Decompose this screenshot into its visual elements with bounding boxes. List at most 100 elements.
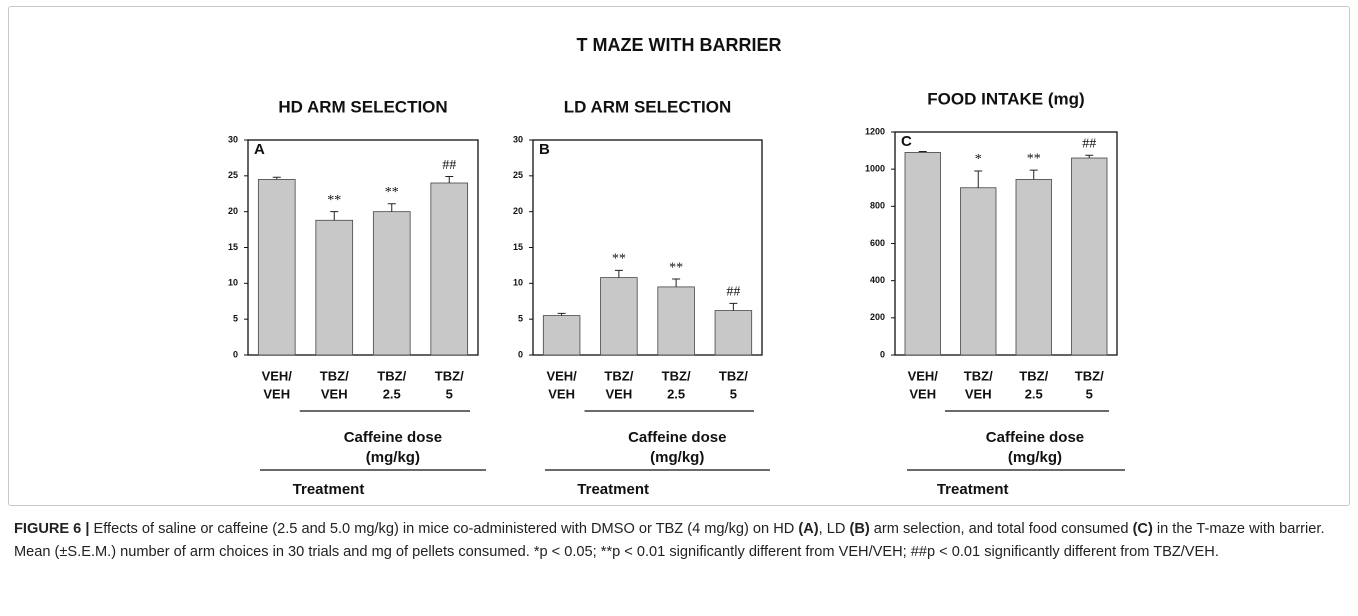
- x-tick-label: VEH: [548, 386, 575, 401]
- error-bar: [1029, 169, 1038, 180]
- y-tick-label: 20: [513, 206, 523, 216]
- significance: *: [975, 152, 982, 167]
- group-label: Caffeine dose: [986, 429, 1084, 446]
- error-bar: [1085, 154, 1094, 159]
- y-tick-label: 25: [228, 170, 238, 180]
- significance: ##: [442, 158, 456, 173]
- x-tick-label: VEH: [321, 386, 348, 401]
- y-tick-label: 20: [228, 206, 238, 216]
- x-tick-label: 2.5: [383, 386, 401, 401]
- error-bar: [445, 176, 454, 183]
- y-tick-label: 0: [518, 349, 523, 359]
- caption-ref: (C): [1132, 521, 1153, 537]
- group-label: Caffeine dose: [344, 429, 442, 446]
- bar: [904, 152, 941, 356]
- y-tick-label: 30: [513, 134, 523, 144]
- x-tick-label: TBZ/: [377, 368, 406, 383]
- x-tick-label: VEH: [909, 386, 936, 401]
- caption-label: FIGURE 6 |: [14, 521, 90, 537]
- x-tick-label: TBZ/: [1019, 368, 1048, 383]
- group-label: (mg/kg): [1008, 449, 1062, 466]
- x-tick-label: TBZ/: [964, 368, 993, 383]
- caption: FIGURE 6 | Effects of saline or caffeine…: [14, 518, 1349, 564]
- bar: [257, 179, 296, 356]
- x-tick-label: VEH/: [908, 368, 939, 383]
- caption-text: arm selection, and total food consumed: [869, 521, 1133, 537]
- x-tick-label: TBZ/: [1075, 368, 1104, 383]
- treatment-label: Treatment: [937, 481, 1009, 498]
- x-tick-label: VEH/: [546, 368, 577, 383]
- y-tick-label: 1000: [865, 164, 885, 174]
- y-tick-label: 15: [228, 242, 238, 252]
- y-tick-label: 30: [228, 134, 238, 144]
- bar: [1071, 157, 1108, 356]
- panel-label: B: [539, 141, 550, 158]
- significance: **: [385, 185, 399, 200]
- group-label: (mg/kg): [650, 449, 704, 466]
- x-tick-label: VEH/: [262, 368, 293, 383]
- figure-box: [8, 6, 1350, 506]
- caption-ref: (B): [849, 521, 870, 537]
- y-tick-label: 400: [870, 275, 885, 285]
- panel-label: C: [901, 133, 912, 150]
- error-bar: [614, 269, 623, 278]
- caption-text: , LD: [818, 521, 850, 537]
- significance: **: [669, 260, 683, 275]
- y-tick-label: 25: [513, 170, 523, 180]
- y-tick-label: 0: [880, 349, 885, 359]
- bar: [714, 310, 753, 356]
- x-tick-label: TBZ/: [320, 368, 349, 383]
- caption-text: in the T-maze with barrier. Mean (±S.E.M…: [14, 521, 1325, 560]
- x-tick-label: TBZ/: [435, 368, 464, 383]
- panel-label: A: [254, 141, 265, 158]
- bar: [315, 219, 354, 356]
- y-tick-label: 10: [513, 278, 523, 288]
- bar: [542, 315, 581, 356]
- error-bar: [974, 170, 983, 188]
- y-tick-label: 0: [233, 349, 238, 359]
- bar: [657, 286, 695, 356]
- treatment-label: Treatment: [293, 481, 365, 498]
- y-tick-label: 15: [513, 242, 523, 252]
- bar: [430, 182, 469, 356]
- x-tick-label: 2.5: [667, 386, 685, 401]
- significance: **: [327, 193, 341, 208]
- x-tick-label: VEH: [965, 386, 992, 401]
- x-tick-label: 5: [1086, 386, 1093, 401]
- error-bar: [330, 211, 339, 221]
- y-tick-label: 5: [233, 314, 238, 324]
- significance: **: [612, 252, 626, 267]
- error-bar: [272, 176, 281, 180]
- y-tick-label: 200: [870, 312, 885, 322]
- group-label: (mg/kg): [366, 449, 420, 466]
- x-tick-label: VEH: [263, 386, 290, 401]
- bar: [960, 187, 997, 356]
- chart-title: HD ARM SELECTION: [278, 97, 447, 116]
- bar: [1015, 178, 1052, 356]
- caption-text: Effects of saline or caffeine (2.5 and 5…: [89, 521, 799, 537]
- x-tick-label: TBZ/: [662, 368, 691, 383]
- error-bar: [729, 302, 738, 311]
- x-tick-label: 5: [730, 386, 737, 401]
- y-tick-label: 600: [870, 238, 885, 248]
- significance: ##: [1082, 136, 1096, 151]
- error-bar: [387, 203, 396, 212]
- x-tick-label: TBZ/: [604, 368, 633, 383]
- x-tick-label: VEH: [606, 386, 633, 401]
- y-tick-label: 800: [870, 201, 885, 211]
- treatment-label: Treatment: [577, 481, 649, 498]
- x-tick-label: TBZ/: [719, 368, 748, 383]
- x-tick-label: 2.5: [1025, 386, 1043, 401]
- y-tick-label: 5: [518, 314, 523, 324]
- caption-ref: (A): [798, 521, 819, 537]
- figure: T MAZE WITH BARRIER HD ARM SELECTION A 0 5 1…: [228, 35, 1125, 498]
- x-tick-label: 5: [446, 386, 453, 401]
- error-bar: [918, 151, 927, 153]
- error-bar: [557, 312, 566, 316]
- y-tick-label: 1200: [865, 126, 885, 136]
- bar: [600, 277, 638, 356]
- error-bar: [672, 278, 681, 287]
- figure-title: T MAZE WITH BARRIER: [577, 35, 782, 55]
- group-label: Caffeine dose: [628, 429, 726, 446]
